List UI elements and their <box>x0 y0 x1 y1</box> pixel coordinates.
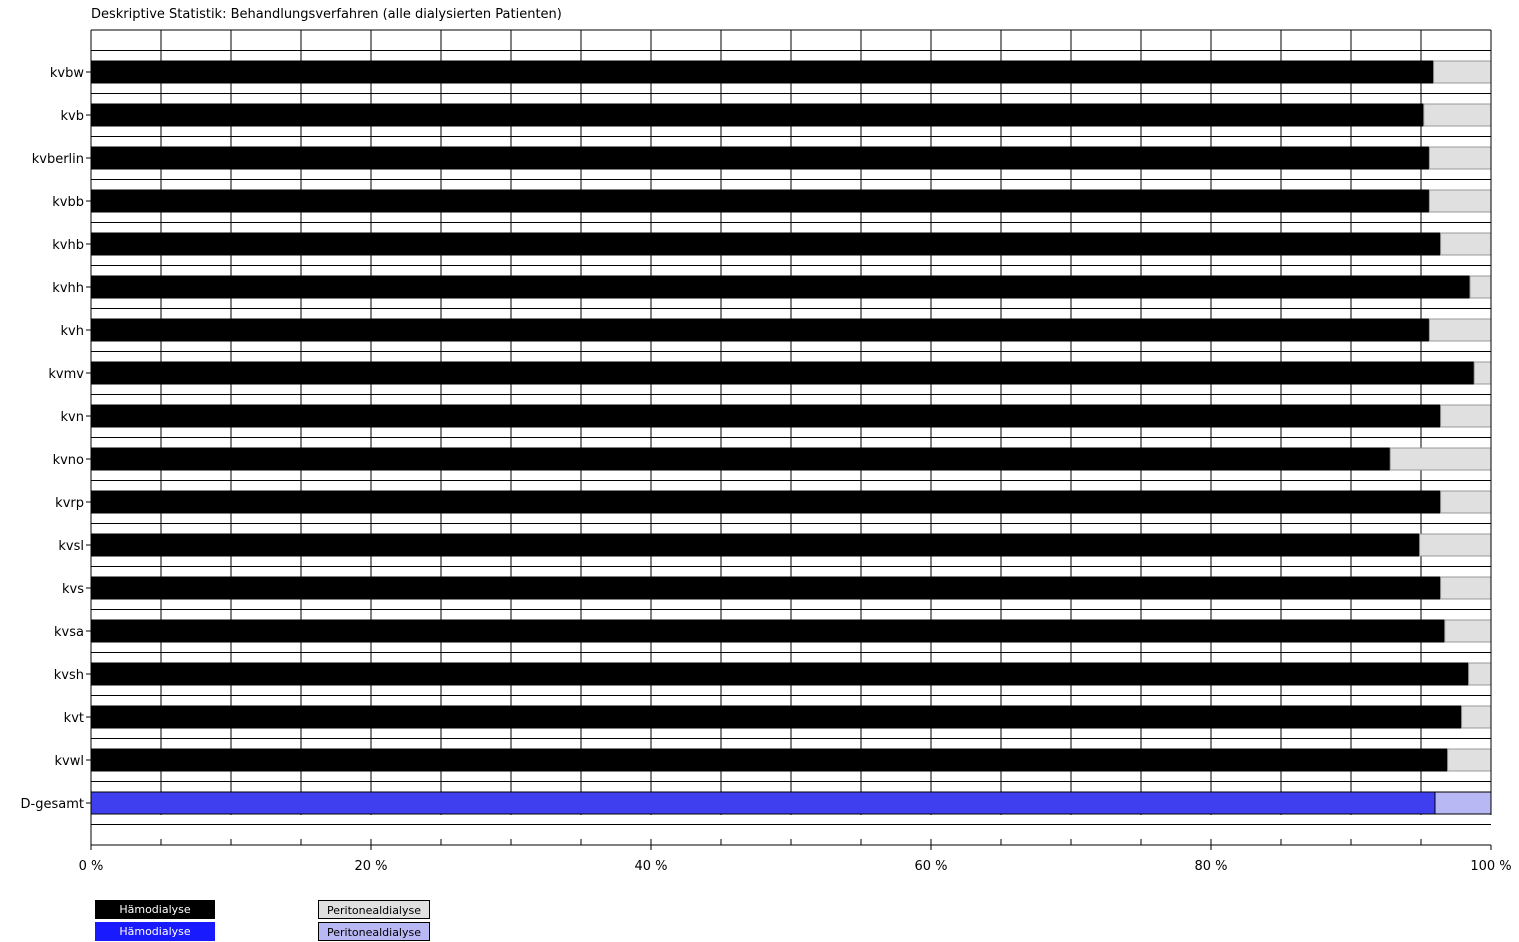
bar-peritonealdialyse <box>1468 662 1492 686</box>
y-tick-label: kvsa <box>54 625 84 640</box>
bar-haemodialyse <box>90 103 1425 127</box>
bar-peritonealdialyse <box>1434 791 1492 815</box>
bar-peritonealdialyse <box>1440 232 1492 256</box>
y-tick-label: kvsl <box>58 539 84 554</box>
bar-haemodialyse <box>90 447 1391 471</box>
bar-haemodialyse <box>90 318 1430 342</box>
y-tick-label: kvn <box>61 410 84 425</box>
bar-haemodialyse <box>90 533 1421 557</box>
bar-haemodialyse <box>90 576 1442 600</box>
y-tick-label: kvbb <box>52 195 84 210</box>
y-tick-label: D-gesamt <box>21 797 84 812</box>
legend-peritonealdialyse-regional: Peritonealdialyse <box>318 900 430 919</box>
bar-peritonealdialyse <box>1433 60 1492 84</box>
y-tick-label: kvmv <box>48 367 84 382</box>
y-tick-label: kvwl <box>55 754 84 769</box>
x-tick-label: 20 % <box>354 859 387 874</box>
y-tick-label: kvbw <box>50 66 84 81</box>
bar-peritonealdialyse <box>1440 576 1492 600</box>
y-tick-label: kvhb <box>52 238 84 253</box>
bar-haemodialyse <box>90 705 1463 729</box>
axes <box>86 29 1492 850</box>
labels: kvbw kvb kvberlin kvbb kvhb kvhh kvh kvmv kvn kvn… <box>21 66 1512 874</box>
x-tick-label: 0 % <box>79 859 104 874</box>
bar-chart: kvbw kvb kvberlin kvbb kvhb kvhh kvh kvmv kvn kvn… <box>21 29 1512 874</box>
bar-peritonealdialyse <box>1428 189 1492 213</box>
bar-haemodialyse <box>90 404 1442 428</box>
y-tick-label: kvsh <box>54 668 84 683</box>
bar-haemodialyse <box>90 189 1430 213</box>
legend-peritonealdialyse-total: Peritonealdialyse <box>318 922 430 941</box>
x-tick-label: 60 % <box>914 859 947 874</box>
bar-peritonealdialyse <box>1419 533 1492 557</box>
bar-peritonealdialyse <box>1444 619 1492 643</box>
bar-haemodialyse <box>90 60 1435 84</box>
legend-row-regional: Hämodialyse Peritonealdialyse <box>95 900 430 920</box>
y-tick-label: kvberlin <box>32 152 84 167</box>
y-tick-label: kvb <box>61 109 84 124</box>
y-tick-label: kvrp <box>55 496 84 511</box>
bar-haemodialyse <box>90 232 1442 256</box>
bar-peritonealdialyse <box>1440 490 1492 514</box>
y-tick-label: kvs <box>62 582 84 597</box>
bar-haemodialyse <box>90 748 1449 772</box>
bar-peritonealdialyse <box>1473 361 1492 385</box>
bars <box>90 60 1492 815</box>
legend-haemodialyse-total: Hämodialyse <box>95 922 215 941</box>
bar-haemodialyse <box>90 662 1470 686</box>
bar-peritonealdialyse <box>1428 318 1492 342</box>
bar-peritonealdialyse <box>1428 146 1492 170</box>
y-tick-label: kvno <box>53 453 84 468</box>
bar-haemodialyse <box>90 619 1446 643</box>
bar-peritonealdialyse <box>1440 404 1492 428</box>
bar-haemodialyse <box>90 490 1442 514</box>
bar-peritonealdialyse <box>1423 103 1492 127</box>
bar-haemodialyse <box>90 146 1430 170</box>
bar-peritonealdialyse <box>1461 705 1492 729</box>
chart-title: Deskriptive Statistik: Behandlungsverfah… <box>91 7 562 22</box>
legend-haemodialyse-regional: Hämodialyse <box>95 900 215 919</box>
bar-peritonealdialyse <box>1389 447 1492 471</box>
bar-haemodialyse <box>90 275 1471 299</box>
y-tick-label: kvhh <box>52 281 84 296</box>
y-tick-label: kvt <box>64 711 84 726</box>
bar-peritonealdialyse <box>1447 748 1492 772</box>
y-tick-label: kvh <box>61 324 84 339</box>
bar-peritonealdialyse <box>1469 275 1492 299</box>
bar-haemodialyse <box>90 361 1475 385</box>
legend-row-total: Hämodialyse Peritonealdialyse <box>95 922 430 942</box>
x-tick-label: 40 % <box>634 859 667 874</box>
x-tick-label: 100 % <box>1470 859 1511 874</box>
bar-haemodialyse <box>90 791 1436 815</box>
x-tick-label: 80 % <box>1194 859 1227 874</box>
